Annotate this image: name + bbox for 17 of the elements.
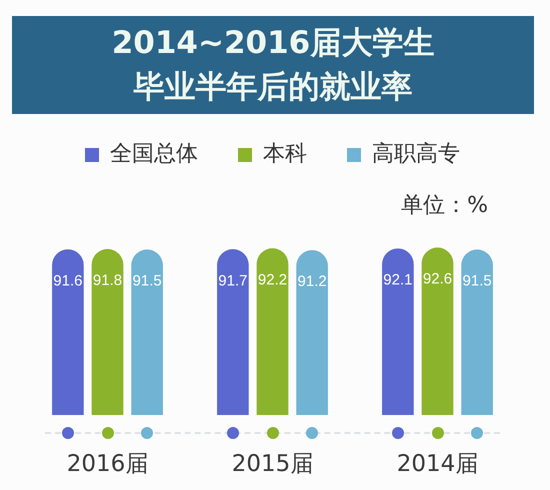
legend-label: 高职高专 (372, 142, 460, 167)
legend-label: 本科 (263, 142, 307, 167)
data-label: 91.5 (132, 272, 162, 290)
data-label: 92.2 (258, 271, 288, 288)
data-label: 92.6 (422, 270, 452, 288)
chart-title: 2014~2016届大学生毕业半年后的就业率 (110, 24, 436, 107)
data-label: 92.1 (383, 272, 412, 289)
legend-label: 全国总体 (110, 142, 198, 167)
data-label: 91.8 (92, 272, 122, 290)
data-label: 91.6 (53, 272, 82, 290)
text: 单位：% (401, 192, 488, 220)
x-tick-label: 2015届 (232, 450, 314, 477)
x-tick-label: 2016届 (66, 450, 148, 477)
data-label: 91.5 (462, 272, 492, 290)
data-label: 91.2 (298, 273, 327, 290)
x-tick-label: 2014届 (396, 450, 478, 477)
data-label: 91.7 (218, 272, 248, 290)
